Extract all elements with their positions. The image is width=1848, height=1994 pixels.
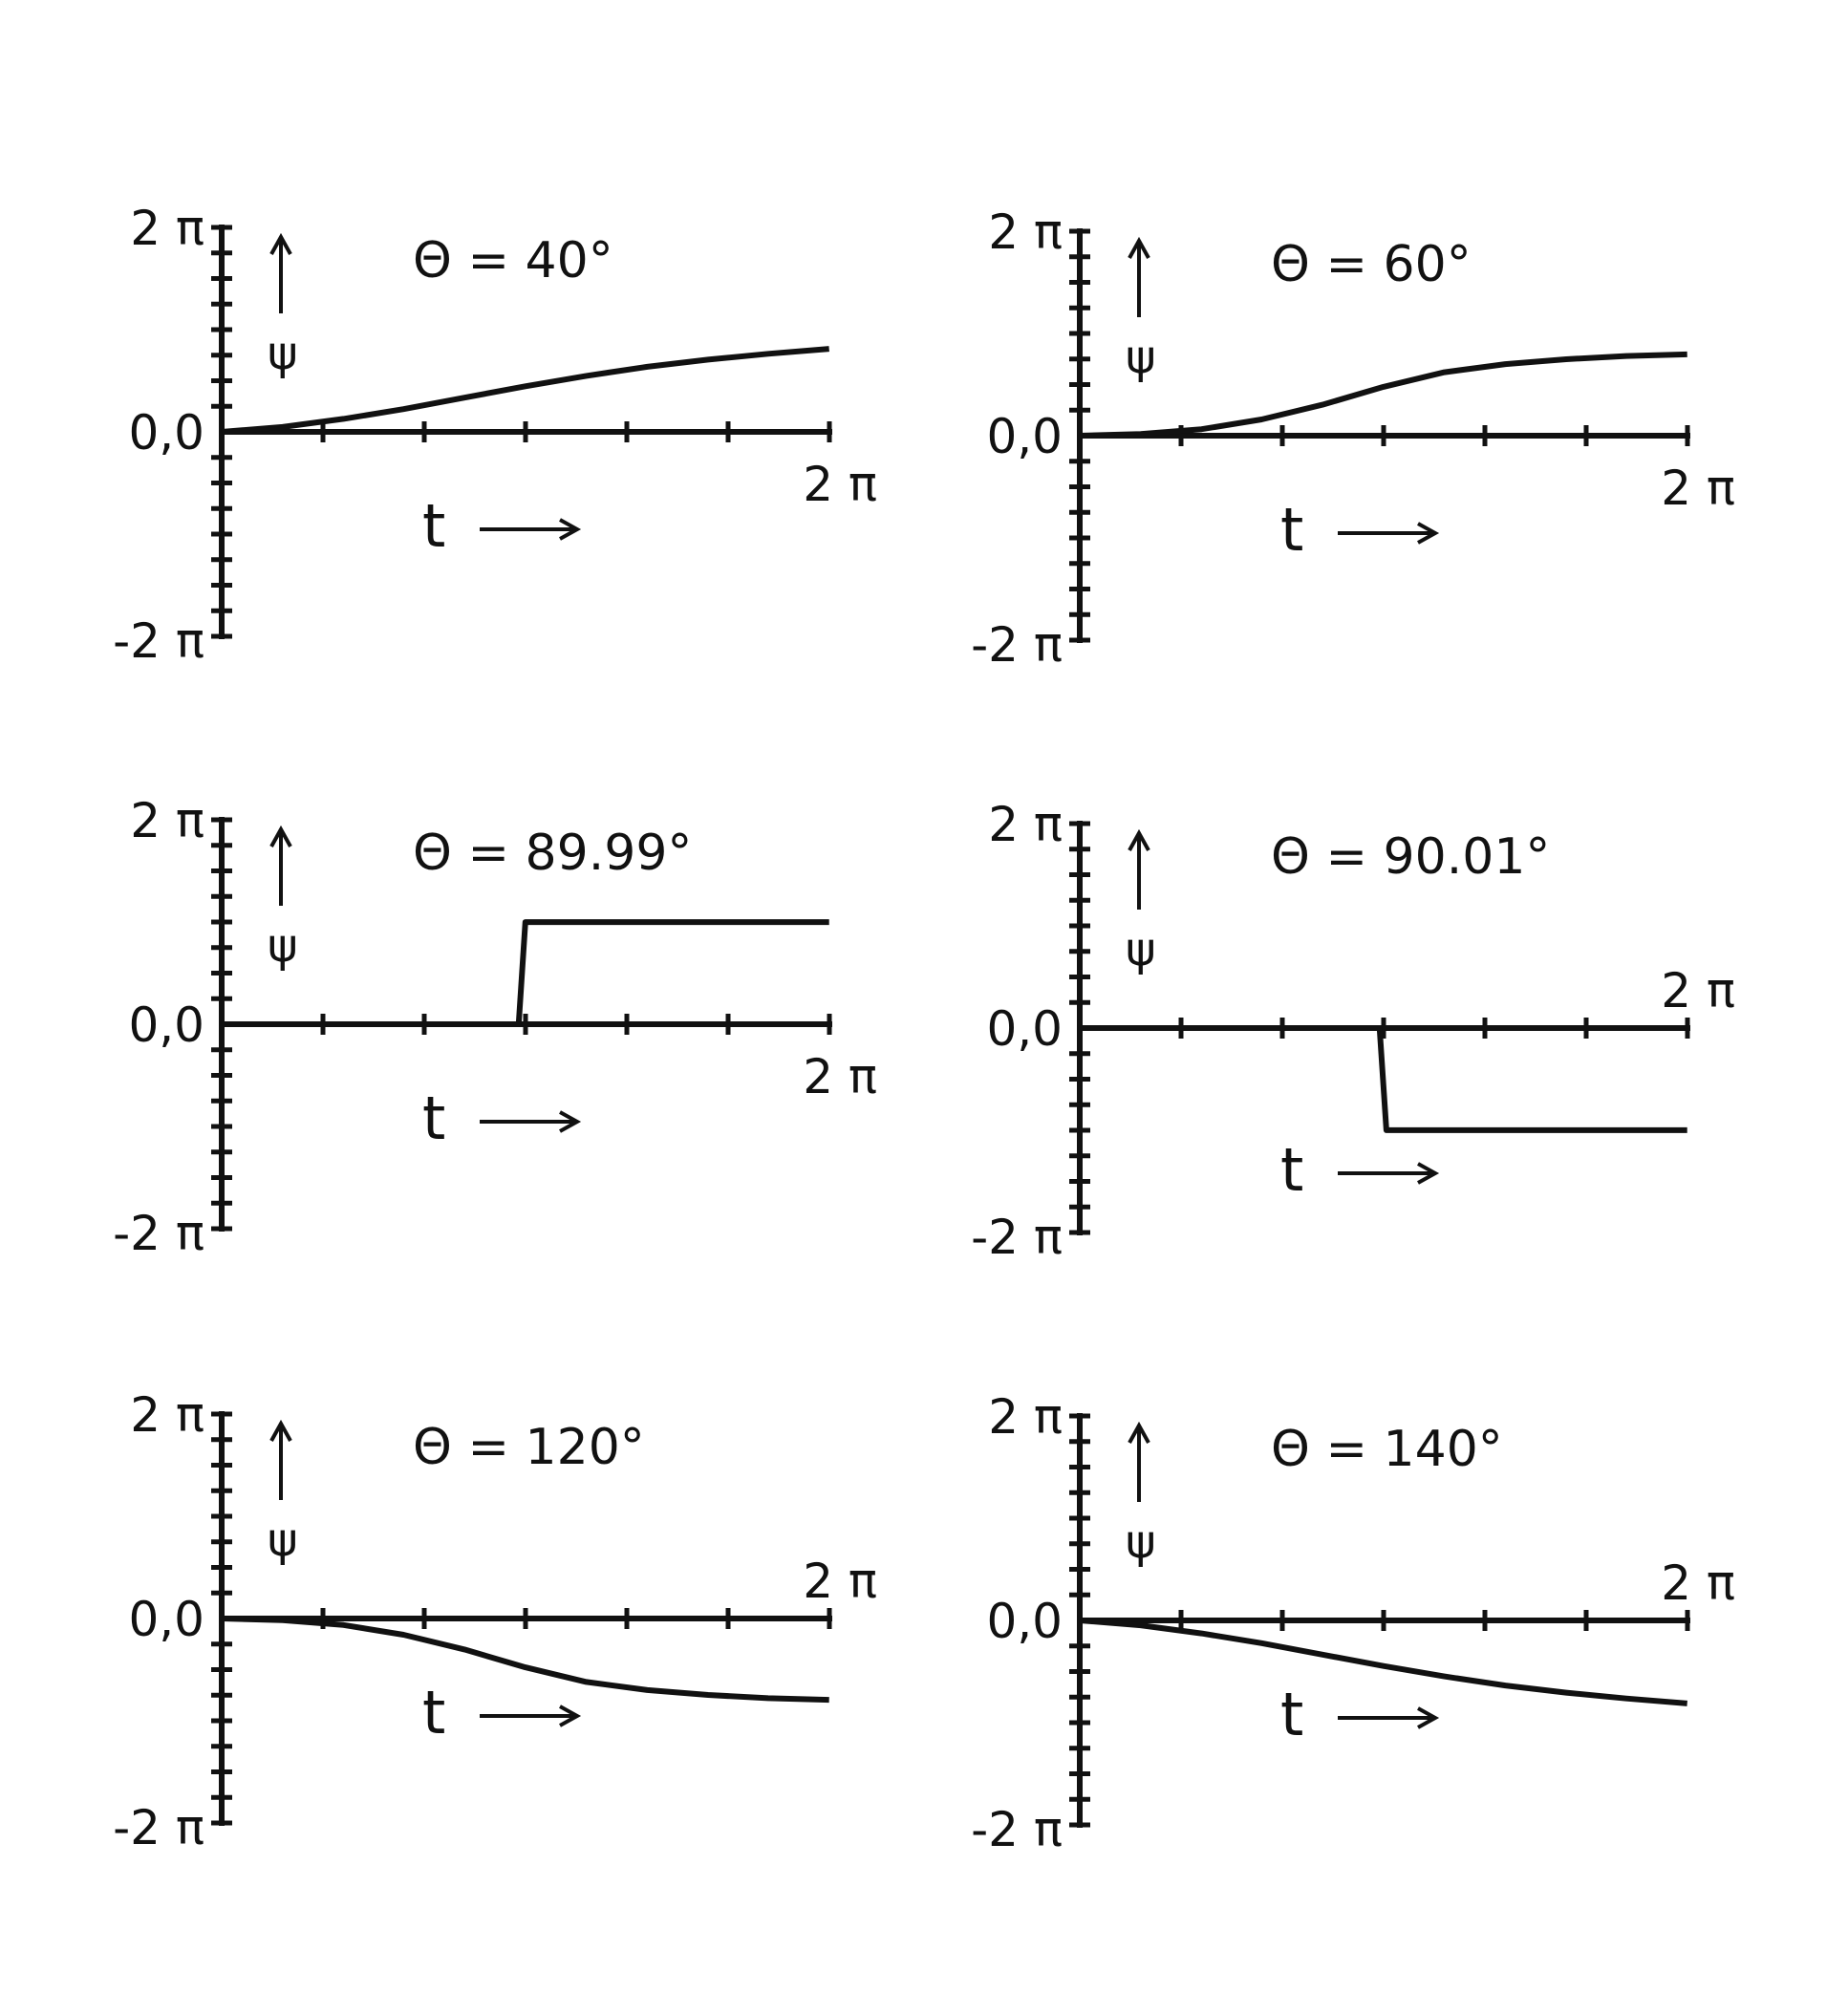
y-axis-label: ψ [268,1513,298,1567]
panel-title: Θ = 140° [1271,1421,1503,1478]
right-arrow-head-icon [559,1110,582,1133]
up-arrow-head-icon [1128,236,1150,259]
panel-1: 2 π 0,0 -2 π 2 π ψ Θ = 40° t [113,201,877,669]
x-axis-label: t [422,1083,445,1153]
x-axis-label: t [1280,1135,1303,1205]
y-tick-label-zero: 0,0 [986,409,1063,464]
series-line [222,919,829,1027]
y-tick-label-zero: 0,0 [128,997,204,1053]
right-arrow-head-icon [1417,1162,1440,1185]
y-axis-label: ψ [1126,1515,1156,1569]
y-tick-label-top: 2 π [130,201,204,256]
right-arrow-head-icon [1417,522,1440,545]
right-arrow-head-icon [559,518,582,541]
panel-4: 2 π 0,0 -2 π 2 π ψ Θ = 90.01° t [971,797,1735,1265]
x-tick-label-end: 2 π [1661,461,1735,516]
y-axis-label: ψ [268,327,298,380]
y-tick-label-zero: 0,0 [986,1594,1063,1649]
panel-3: 2 π 0,0 -2 π 2 π ψ Θ = 89.99° t [113,793,877,1261]
x-axis-label: t [422,491,445,561]
y-tick-label-zero: 0,0 [128,405,204,461]
x-tick-label-end: 2 π [803,1554,877,1609]
panel-title: Θ = 90.01° [1271,828,1550,886]
series-line [1079,1618,1687,1706]
panel-title: Θ = 40° [413,232,613,289]
y-tick-label-top: 2 π [988,204,1063,260]
panel-6: 2 π 0,0 -2 π 2 π ψ Θ = 140° t [971,1389,1735,1857]
x-axis-label: t [1280,1680,1303,1749]
series-line [1079,351,1687,439]
y-tick-label-bottom: -2 π [971,617,1063,673]
y-axis-label: ψ [1126,331,1156,384]
up-arrow-head-icon [269,232,292,255]
series-line [221,346,829,435]
up-arrow-head-icon [269,1419,292,1442]
x-tick-label-end: 2 π [1661,1555,1735,1611]
y-tick-label-bottom: -2 π [113,1206,204,1261]
right-arrow-head-icon [559,1705,582,1727]
panel-title: Θ = 120° [413,1419,645,1476]
series-line [221,1616,829,1704]
y-axis-label: ψ [1126,923,1156,976]
x-axis-label: t [422,1678,445,1747]
x-tick-label-end: 2 π [803,1049,877,1104]
y-tick-label-bottom: -2 π [113,613,204,669]
up-arrow-head-icon [1128,1421,1150,1444]
x-tick-label-end: 2 π [803,457,877,512]
up-arrow-head-icon [269,825,292,847]
y-tick-label-bottom: -2 π [113,1800,204,1855]
y-tick-label-bottom: -2 π [971,1210,1063,1265]
y-tick-label-zero: 0,0 [128,1592,204,1647]
right-arrow-head-icon [1417,1706,1440,1729]
up-arrow-head-icon [1128,828,1150,851]
y-tick-label-top: 2 π [130,793,204,848]
y-axis-label: ψ [268,919,298,973]
x-tick-label-end: 2 π [1661,963,1735,1018]
y-tick-label-top: 2 π [130,1387,204,1443]
y-tick-label-bottom: -2 π [971,1802,1063,1857]
y-tick-label-zero: 0,0 [986,1001,1063,1057]
panel-title: Θ = 60° [1271,236,1472,293]
y-tick-label-top: 2 π [988,797,1063,852]
y-tick-label-top: 2 π [988,1389,1063,1445]
x-axis-label: t [1280,495,1303,565]
panel-title: Θ = 89.99° [413,825,692,882]
panel-2: 2 π 0,0 -2 π 2 π ψ Θ = 60° t [971,204,1735,673]
panel-5: 2 π 0,0 -2 π 2 π ψ Θ = 120° t [113,1387,877,1855]
series-line [1080,1025,1687,1133]
